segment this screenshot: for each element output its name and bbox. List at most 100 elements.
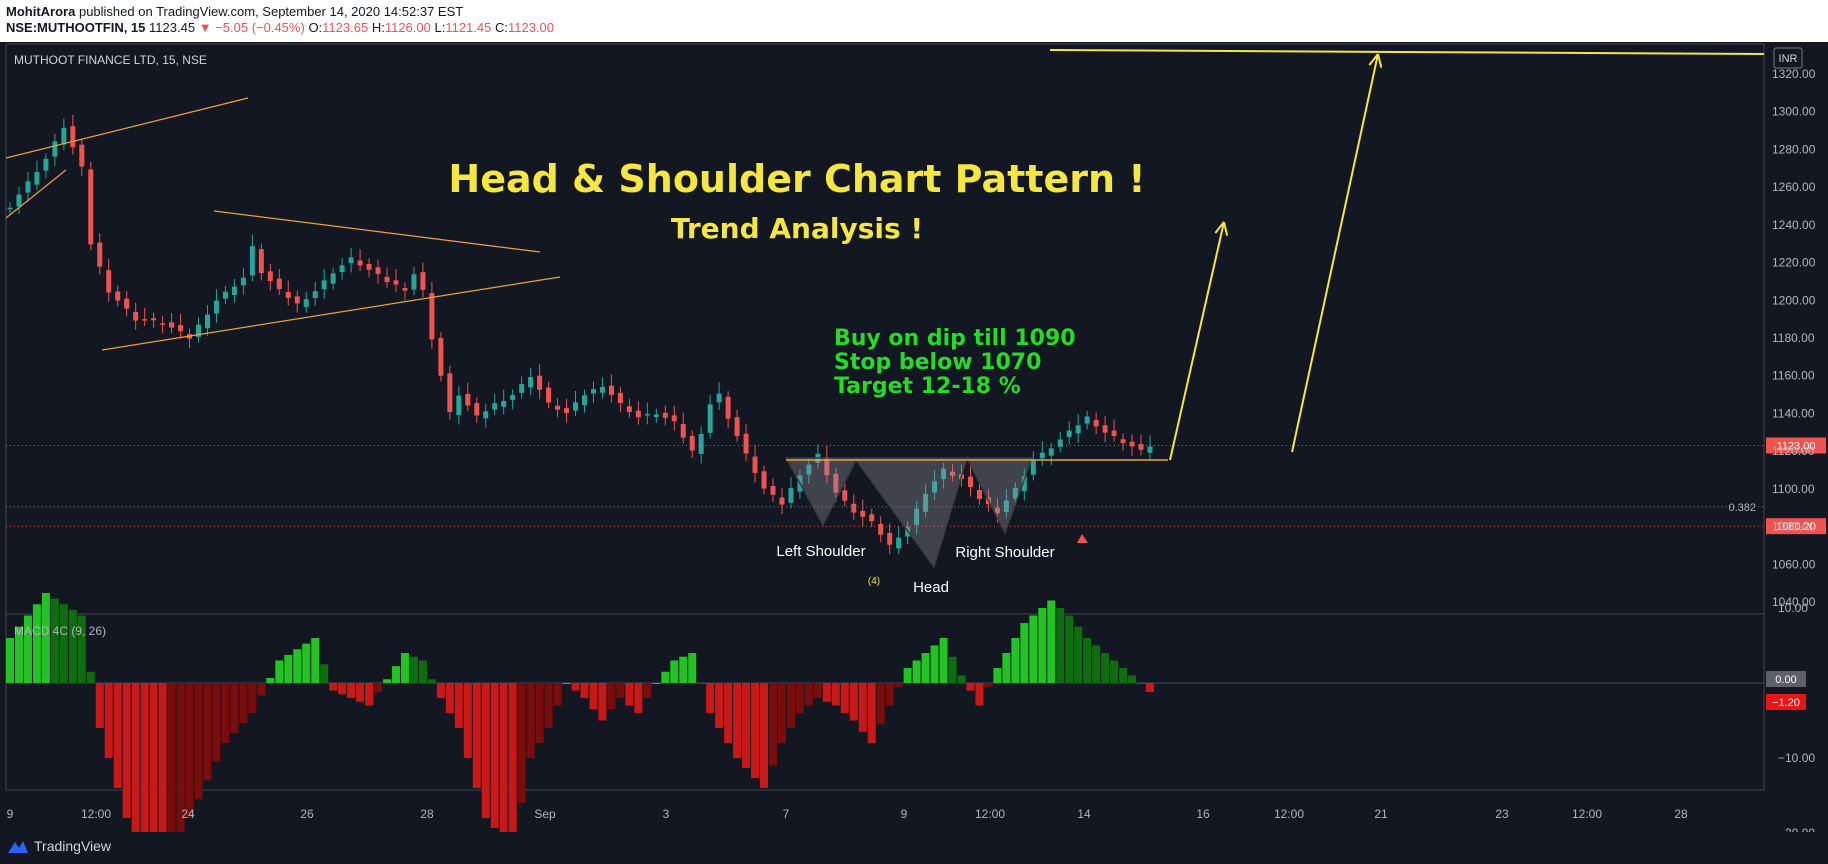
macd-bar — [409, 656, 418, 683]
candle-body — [204, 314, 210, 329]
macd-bar — [804, 683, 813, 706]
macd-label: MACD 4C (9, 26) — [14, 624, 106, 638]
macd-value-label: −1.20 — [1772, 697, 1800, 709]
macd-bar — [715, 683, 724, 728]
candle-body — [932, 481, 938, 493]
macd-bar — [131, 683, 140, 848]
macd-bar — [1056, 608, 1065, 683]
price-tick: 1260.00 — [1772, 180, 1816, 194]
price-axis[interactable]: 1040.00 1060.00 1080.00 1100.00 1120.00 1140.… — [1772, 67, 1816, 609]
macd-bar — [374, 683, 383, 693]
candle-body — [1012, 487, 1018, 499]
candle-body — [806, 464, 812, 475]
publish-line: MohitArora published on TradingView.com,… — [6, 4, 463, 19]
trendline[interactable] — [5, 169, 67, 219]
projection-arrow[interactable] — [1291, 53, 1379, 453]
macd-bar — [993, 668, 1002, 683]
currency-badge[interactable] — [1773, 47, 1803, 69]
macd-bar — [840, 683, 849, 713]
candle-body — [97, 242, 103, 267]
candle-body — [573, 402, 579, 411]
macd-bar — [32, 604, 41, 683]
candle-body — [752, 456, 758, 473]
macd-bar — [86, 671, 95, 683]
macd-axis[interactable]: 10.00−10.00−20.000.00−1.20 — [1766, 601, 1815, 840]
arrow-head — [1377, 53, 1383, 68]
macd-bar — [113, 683, 122, 788]
time-tick: 24 — [181, 807, 195, 821]
label-right-shoulder: Right Shoulder — [955, 544, 1054, 561]
candle-body — [276, 278, 282, 290]
author-name[interactable]: MohitArora — [6, 4, 76, 19]
macd-bar — [463, 683, 472, 758]
macd-bar — [356, 683, 365, 702]
time-tick: 12:00 — [1274, 807, 1304, 821]
macd-bar — [1038, 608, 1047, 683]
candle-body — [653, 414, 659, 418]
tradingview-logo[interactable]: TradingView — [8, 838, 111, 854]
candle-body — [357, 260, 363, 266]
candle-body — [339, 265, 345, 272]
candle-body — [725, 396, 731, 419]
trendline[interactable] — [213, 210, 541, 253]
macd-bar — [751, 683, 760, 778]
candle-body — [716, 393, 722, 403]
macd-bar — [975, 683, 984, 706]
macd-bar — [1092, 645, 1101, 683]
price-tag-label: 1123.00 — [1777, 440, 1816, 452]
trendline[interactable] — [101, 276, 561, 351]
target-line[interactable] — [1049, 49, 1765, 55]
macd-bar — [634, 683, 643, 713]
macd-bar — [302, 643, 311, 683]
price-tick: 1300.00 — [1772, 105, 1816, 119]
macd-bar — [876, 683, 885, 725]
candle-body — [267, 271, 273, 282]
candle-body — [689, 435, 695, 451]
candle-body — [169, 322, 175, 328]
head-shoulder-pattern[interactable] — [784, 455, 1034, 569]
candle-body — [976, 489, 982, 499]
projection-arrow[interactable] — [1169, 221, 1225, 461]
macd-bar — [526, 683, 535, 758]
annotation-subtitle: Trend Analysis ! — [671, 212, 923, 245]
trendline[interactable] — [5, 97, 249, 159]
price-tick: 1140.00 — [1772, 406, 1815, 420]
candle-body — [519, 384, 525, 393]
time-tick: 28 — [1674, 807, 1688, 821]
macd-bar — [1146, 683, 1154, 692]
label-wave-4: (4) — [868, 576, 880, 587]
macd-bar — [1119, 668, 1128, 683]
label-left-shoulder: Left Shoulder — [776, 543, 865, 560]
price-tick: 1120.00 — [1772, 444, 1815, 458]
price-tick: 1280.00 — [1772, 142, 1816, 156]
macd-bar — [625, 683, 634, 706]
macd-value-label: 0.00 — [1775, 674, 1796, 686]
macd-bar — [670, 660, 679, 683]
candle-body — [1102, 425, 1108, 433]
candle-body — [994, 507, 1000, 514]
candle-body — [79, 144, 85, 167]
candle-body — [662, 412, 668, 418]
candle-body — [178, 325, 184, 332]
macd-bar — [894, 683, 903, 687]
candle-body — [43, 158, 49, 171]
macd-bar — [481, 683, 490, 818]
macd-bar — [580, 683, 589, 698]
time-axis[interactable]: 9 12:00 24 26 28 Sep 3 7 9 12:00 14 16 12:00 21 23 12:0… — [7, 807, 1688, 821]
price-tick: 1060.00 — [1772, 557, 1816, 571]
candle-body — [941, 468, 947, 480]
macd-bar — [598, 683, 607, 721]
price-tick: 1160.00 — [1772, 369, 1815, 383]
macd-bar — [831, 683, 840, 706]
macd-bar — [849, 683, 858, 721]
candle-body — [303, 299, 309, 307]
macd-bar — [1002, 653, 1011, 683]
candle-body — [240, 277, 246, 286]
low-label: L: — [434, 20, 446, 35]
macd-bar — [643, 683, 652, 698]
time-tick: 21 — [1374, 807, 1388, 821]
price-tick: 1240.00 — [1772, 218, 1816, 232]
time-tick: 12:00 — [975, 807, 1005, 821]
price-tick: 1040.00 — [1772, 595, 1816, 609]
